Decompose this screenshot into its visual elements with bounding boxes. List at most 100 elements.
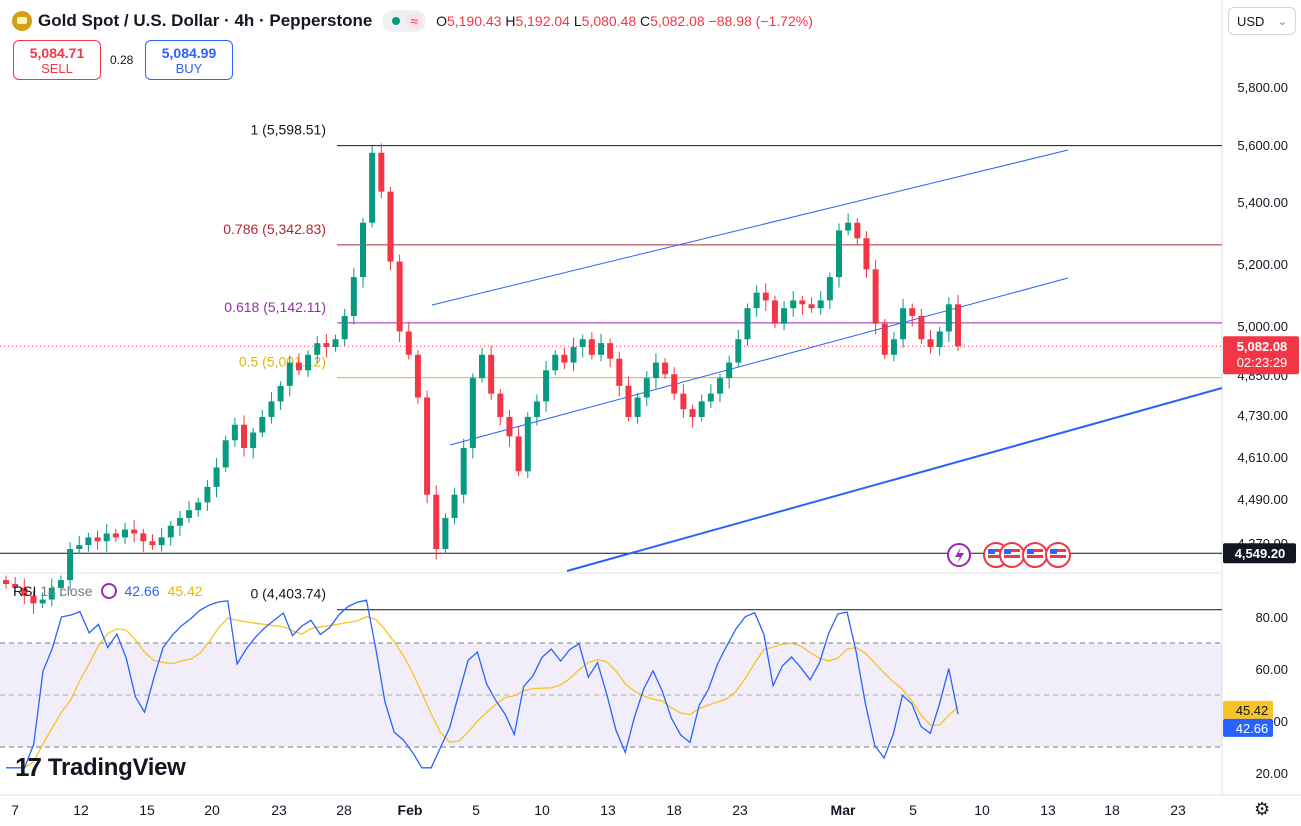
rsi-settings-icon[interactable] <box>100 583 117 599</box>
candle <box>149 534 156 550</box>
candle-body <box>149 541 156 546</box>
candle <box>799 295 806 315</box>
candle <box>479 347 485 383</box>
price-tick-label: 4,490.00 <box>1237 492 1288 507</box>
time-tick-label: 5 <box>472 802 480 818</box>
candle <box>845 213 852 236</box>
last-price-value: 5,082.08 <box>1237 339 1288 354</box>
candle <box>707 384 714 409</box>
candle <box>863 231 870 278</box>
candle-body <box>652 362 659 379</box>
tradingview-logo[interactable]: 17 TradingView <box>15 752 186 783</box>
candle-body <box>67 549 74 581</box>
candle-body <box>469 378 476 449</box>
time-tick-label: 18 <box>666 802 682 818</box>
time-tick-label: 10 <box>974 802 990 818</box>
rsi-legend[interactable]: RSI 14 close 42.66 45.42 <box>13 583 203 599</box>
candle <box>698 394 705 422</box>
candle-body <box>836 230 842 278</box>
candle-body <box>854 222 861 239</box>
candle <box>808 297 815 313</box>
candle <box>726 355 733 389</box>
rsi-ma-tag <box>1223 700 1273 719</box>
symbol-title[interactable]: Gold Spot / U.S. Dollar · 4h · Peppersto… <box>38 11 373 30</box>
candle-body <box>479 354 485 379</box>
candle-body <box>955 304 961 347</box>
tradingview-wordmark: TradingView <box>47 753 186 781</box>
candle-body <box>140 533 147 542</box>
candle-body <box>222 440 229 468</box>
candle <box>122 522 128 544</box>
price-tick-label: 5,600.00 <box>1237 138 1288 153</box>
lightning-glyph <box>955 547 964 564</box>
time-tick-label: Mar <box>831 802 856 818</box>
candle <box>598 333 604 362</box>
candle-body <box>689 409 696 417</box>
candle-body <box>286 362 293 386</box>
us-flag-stripe <box>1050 549 1066 552</box>
us-flag-stripe <box>1004 555 1020 558</box>
currency-selector[interactable]: USD ⌄ <box>1228 7 1296 35</box>
candle <box>94 530 101 550</box>
candle <box>579 334 586 358</box>
candle-body <box>680 393 687 410</box>
candle <box>662 357 669 379</box>
candle-body <box>442 517 449 550</box>
price-tick-label-hidden: 5,000.00 <box>1237 319 1288 334</box>
high-label: H <box>505 13 516 29</box>
candle <box>680 384 687 418</box>
gear-icon[interactable]: ⚙ <box>1254 799 1271 819</box>
candle-body <box>131 529 138 534</box>
close-label: C <box>640 13 651 29</box>
us-flag-canton <box>1027 549 1034 554</box>
candle <box>12 577 19 595</box>
candle <box>85 532 92 552</box>
candle-body <box>918 315 925 340</box>
buy-button[interactable]: 5,084.99 BUY <box>145 40 233 80</box>
sell-button[interactable]: 5,084.71 SELL <box>13 40 101 80</box>
candle <box>259 409 266 438</box>
candle <box>790 291 797 317</box>
candle-body <box>588 339 595 355</box>
candle-body <box>250 432 257 449</box>
candle-body <box>634 397 641 417</box>
candle-body <box>817 300 824 309</box>
candle <box>543 361 550 412</box>
candle-body <box>396 261 403 332</box>
time-tick-label: 12 <box>73 802 89 818</box>
candle <box>945 297 952 342</box>
market-status-pill[interactable]: ≈ <box>382 10 427 32</box>
candle <box>854 218 861 245</box>
candle <box>57 575 64 597</box>
time-tick-label: 10 <box>534 802 550 818</box>
candle-body <box>579 339 586 348</box>
candle <box>616 351 623 397</box>
time-tick-label: 7 <box>11 802 19 818</box>
candle <box>167 521 174 546</box>
candle-body <box>872 269 879 324</box>
candle-body <box>799 300 806 305</box>
rsi-tag <box>1223 718 1273 737</box>
candle-body <box>167 525 174 538</box>
candle-body <box>881 323 888 355</box>
candle <box>360 218 366 288</box>
open-value: 5,190.43 <box>446 13 502 29</box>
time-tick-label: 13 <box>1040 802 1056 818</box>
candle-body <box>314 343 321 355</box>
us-flag-stripe <box>1050 555 1066 558</box>
candle-body <box>195 502 202 511</box>
candle-body <box>497 393 504 417</box>
candle <box>378 143 385 199</box>
rsi-value: 42.66 <box>124 583 160 599</box>
candle-body <box>543 370 550 402</box>
candle-body <box>433 494 440 550</box>
candle-body <box>332 339 339 348</box>
candle-body <box>48 587 55 600</box>
candle-body <box>405 331 412 355</box>
candle <box>405 322 412 360</box>
candle-body <box>231 424 238 441</box>
candle <box>103 524 110 552</box>
time-tick-label: 13 <box>600 802 616 818</box>
candle <box>955 294 961 351</box>
